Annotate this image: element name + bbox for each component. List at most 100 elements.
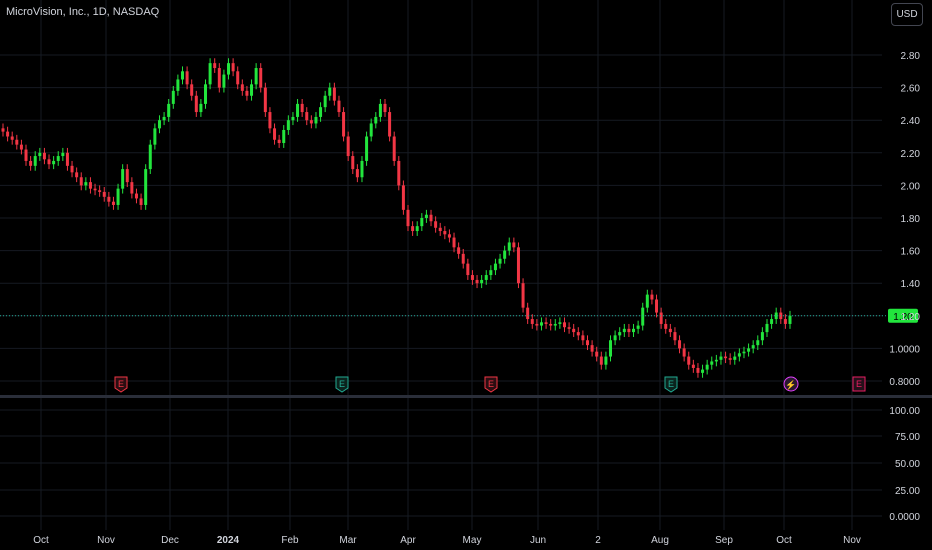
candle-body <box>429 214 433 222</box>
candle-body <box>682 348 686 357</box>
candle-body <box>701 369 705 373</box>
candle-body <box>659 312 663 324</box>
price-tick-label: 2.60 <box>901 84 921 95</box>
time-tick-label: Nov <box>843 535 861 546</box>
candle-body <box>250 84 254 96</box>
price-tick-label: 1.20 <box>901 312 921 323</box>
candle-body <box>291 116 295 121</box>
earnings-marker[interactable] <box>335 376 349 393</box>
candle-body <box>401 185 405 210</box>
candle-body <box>521 283 525 308</box>
candle-body <box>337 100 341 113</box>
candle-body <box>180 71 184 80</box>
candle-body <box>171 90 175 104</box>
time-tick-label: Feb <box>281 535 299 546</box>
candle-body <box>687 356 691 365</box>
candle-body <box>516 247 520 284</box>
candle-body <box>107 196 111 202</box>
candle-body <box>6 131 10 137</box>
candle-body <box>489 270 493 276</box>
candle-body <box>388 112 392 137</box>
candle-body <box>240 84 244 91</box>
candle-body <box>98 190 102 192</box>
pane-separator[interactable] <box>0 395 932 398</box>
earnings-marker[interactable] <box>664 376 678 393</box>
candle-body <box>134 193 138 199</box>
event-marker-label: ⚡ <box>785 379 796 391</box>
candle-body <box>503 250 507 259</box>
time-tick-label: Mar <box>339 535 357 546</box>
candle-body <box>609 340 613 357</box>
candle-body <box>415 226 419 232</box>
candle-body <box>70 165 74 173</box>
candle-body <box>328 87 332 96</box>
candle-body <box>194 95 198 113</box>
candle-body <box>526 307 530 320</box>
candle-body <box>190 84 194 96</box>
candle-body <box>157 120 161 129</box>
candle-series <box>1 58 792 378</box>
candle-body <box>153 128 157 145</box>
candle-body <box>558 322 562 324</box>
candle-body <box>613 335 617 341</box>
candle-body <box>512 242 516 248</box>
earnings-markers: E E E E ⚡ E <box>114 376 866 393</box>
time-axis[interactable]: Oct Nov Dec 2024 Feb Mar Apr May Jun 2 Aug Sep Oct No… <box>33 535 861 546</box>
candle-body <box>245 90 249 96</box>
candle-body <box>79 177 83 186</box>
candle-body <box>751 345 755 349</box>
candle-body <box>365 136 369 161</box>
time-tick-label: 2 <box>595 535 601 546</box>
candle-body <box>111 201 115 205</box>
candle-body <box>42 152 46 160</box>
earnings-marker[interactable] <box>484 376 498 393</box>
symbol-title: MicroVision, Inc., 1D, NASDAQ <box>6 6 160 18</box>
candle-body <box>645 294 649 308</box>
candle-body <box>507 242 511 251</box>
candle-body <box>599 356 603 365</box>
candle-body <box>447 234 451 238</box>
candle-body <box>576 332 580 336</box>
candle-body <box>530 319 534 324</box>
price-tick-label: 2.00 <box>901 181 921 192</box>
candle-body <box>650 294 654 300</box>
candle-body <box>208 63 212 85</box>
candle-body <box>434 221 438 228</box>
candle-body <box>93 188 97 191</box>
earnings-marker[interactable] <box>852 376 866 392</box>
candle-body <box>29 160 33 166</box>
candle-body <box>452 237 456 248</box>
candle-body <box>351 156 355 170</box>
time-tick-label: Nov <box>97 535 115 546</box>
currency-button[interactable]: USD <box>891 3 923 26</box>
candle-body <box>535 323 539 326</box>
candle-body <box>457 247 461 254</box>
candle-body <box>770 319 774 324</box>
candle-body <box>130 182 134 194</box>
earnings-marker-label: E <box>668 379 674 389</box>
candle-body <box>420 218 424 227</box>
candle-body <box>374 116 378 124</box>
time-tick-label: Oct <box>776 535 792 546</box>
candle-body <box>397 160 401 186</box>
candle-body <box>305 112 309 121</box>
candle-body <box>443 231 447 235</box>
candle-body <box>75 172 79 178</box>
price-tick-label: 2.40 <box>901 116 921 127</box>
price-axis[interactable]: 2.80 2.60 2.40 2.20 2.00 1.80 1.60 1.40 1.20 1.00… <box>889 51 920 388</box>
candle-body <box>342 112 346 137</box>
candle-body <box>719 356 723 360</box>
candle-body <box>595 351 599 357</box>
candle-body <box>19 144 23 150</box>
event-marker[interactable] <box>783 376 799 392</box>
candle-body <box>539 322 543 326</box>
candle-body <box>332 87 336 101</box>
candle-body <box>282 129 286 144</box>
price-tick-label: 1.80 <box>901 214 921 225</box>
candle-body <box>724 356 728 359</box>
candle-body <box>204 84 208 104</box>
lower-tick-label: 50.00 <box>895 459 920 470</box>
candle-body <box>783 319 787 324</box>
earnings-marker[interactable] <box>114 376 128 393</box>
